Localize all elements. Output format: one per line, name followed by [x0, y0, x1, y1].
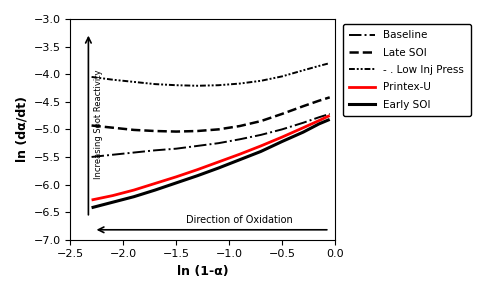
- Baseline: [236, 137, 242, 141]
- Line: Printex-U: Printex-U: [92, 115, 330, 200]
- - . Low Inj Press: [258, 79, 264, 83]
- Line: Baseline: Baseline: [92, 114, 330, 157]
- Late SOI: [152, 129, 158, 133]
- Text: Increasing Soot Reactivity: Increasing Soot Reactivity: [94, 69, 102, 179]
- Late SOI: [258, 119, 264, 123]
- Text: Direction of Oxidation: Direction of Oxidation: [186, 215, 293, 225]
- Early SOI: [316, 122, 322, 126]
- Late SOI: [194, 129, 200, 133]
- Baseline: [194, 144, 200, 148]
- Early SOI: [258, 150, 264, 153]
- - . Low Inj Press: [300, 69, 306, 72]
- - . Low Inj Press: [194, 84, 200, 88]
- Printex-U: [110, 194, 116, 197]
- Early SOI: [236, 158, 242, 161]
- Printex-U: [194, 168, 200, 171]
- Early SOI: [279, 140, 285, 143]
- Late SOI: [326, 96, 332, 99]
- Baseline: [258, 133, 264, 137]
- - . Low Inj Press: [88, 75, 94, 79]
- Printex-U: [216, 160, 222, 164]
- Line: Early SOI: Early SOI: [92, 120, 330, 208]
- Printex-U: [279, 135, 285, 139]
- Baseline: [279, 128, 285, 131]
- Baseline: [110, 153, 116, 156]
- Late SOI: [88, 124, 94, 127]
- Early SOI: [300, 130, 306, 134]
- - . Low Inj Press: [316, 64, 322, 68]
- Late SOI: [216, 128, 222, 131]
- - . Low Inj Press: [110, 78, 116, 81]
- Early SOI: [88, 206, 94, 209]
- Printex-U: [258, 144, 264, 148]
- Early SOI: [152, 188, 158, 192]
- - . Low Inj Press: [326, 62, 332, 65]
- Late SOI: [279, 112, 285, 116]
- Early SOI: [131, 195, 137, 198]
- Line: - . Low Inj Press: - . Low Inj Press: [92, 63, 330, 86]
- Baseline: [316, 115, 322, 119]
- Baseline: [88, 155, 94, 159]
- Early SOI: [173, 181, 179, 185]
- Baseline: [173, 147, 179, 150]
- - . Low Inj Press: [152, 82, 158, 86]
- Baseline: [326, 112, 332, 116]
- Baseline: [152, 149, 158, 152]
- Line: Late SOI: Late SOI: [92, 97, 330, 132]
- - . Low Inj Press: [173, 84, 179, 87]
- Legend: Baseline, Late SOI, - . Low Inj Press, Printex-U, Early SOI: Baseline, Late SOI, - . Low Inj Press, P…: [343, 24, 470, 116]
- Late SOI: [110, 126, 116, 130]
- Printex-U: [173, 175, 179, 178]
- Late SOI: [173, 130, 179, 133]
- Printex-U: [326, 114, 332, 117]
- Baseline: [131, 151, 137, 154]
- Printex-U: [131, 188, 137, 192]
- Early SOI: [110, 200, 116, 204]
- Late SOI: [316, 99, 322, 103]
- Baseline: [300, 121, 306, 125]
- X-axis label: ln (1-α): ln (1-α): [177, 265, 229, 278]
- - . Low Inj Press: [236, 82, 242, 85]
- Y-axis label: ln (dα/dt): ln (dα/dt): [15, 96, 28, 162]
- Printex-U: [236, 152, 242, 156]
- Late SOI: [236, 124, 242, 128]
- Printex-U: [88, 198, 94, 202]
- Late SOI: [131, 128, 137, 132]
- - . Low Inj Press: [279, 75, 285, 78]
- Early SOI: [326, 118, 332, 121]
- - . Low Inj Press: [216, 84, 222, 87]
- Printex-U: [300, 126, 306, 130]
- Baseline: [216, 142, 222, 145]
- Late SOI: [300, 104, 306, 108]
- - . Low Inj Press: [131, 80, 137, 84]
- Printex-U: [316, 119, 322, 122]
- Early SOI: [194, 174, 200, 178]
- Printex-U: [152, 182, 158, 185]
- Early SOI: [216, 166, 222, 170]
